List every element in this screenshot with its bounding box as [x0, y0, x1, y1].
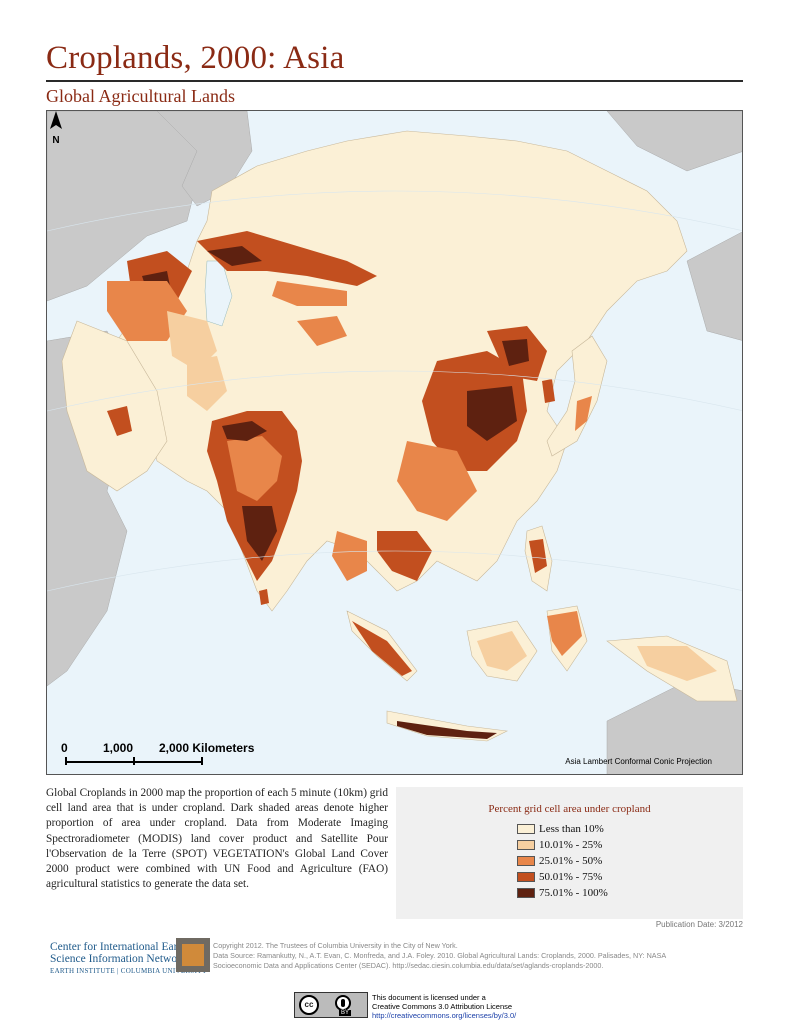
ciesin-logo[interactable]: Center for International Earth Science I…: [50, 941, 208, 975]
scale-label-2000: 2,000 Kilometers: [159, 741, 255, 755]
title-divider: [46, 80, 743, 82]
credit-line: Data Source: Ramankutty, N., A.T. Evan, …: [213, 951, 667, 960]
map-description: Global Croplands in 2000 map the proport…: [46, 787, 388, 891]
projection-label: Asia Lambert Conformal Conic Projection: [565, 757, 712, 766]
map-canvas: [47, 111, 742, 774]
legend-swatch: [517, 840, 535, 850]
land-outside-alaska: [686, 231, 742, 341]
legend-label: 50.01% - 75%: [539, 871, 603, 883]
license-line: This document is licensed under a: [372, 993, 486, 1002]
legend-label: 75.01% - 100%: [539, 887, 608, 899]
by-label: BY: [339, 1010, 352, 1016]
map-subtitle: Global Agricultural Lands: [46, 86, 235, 106]
scale-tick: [133, 757, 135, 765]
legend: Percent grid cell area under cropland Le…: [396, 787, 743, 919]
legend-swatch: [517, 824, 535, 834]
cc-icon: cc: [299, 995, 319, 1015]
scale-label-1000: 1,000: [103, 741, 134, 755]
map-title: Croplands, 2000: Asia: [46, 40, 345, 76]
north-arrow-icon: N: [50, 111, 62, 145]
org-name-line2: Science Information Network: [50, 953, 187, 965]
org-name-line1: Center for International Earth: [50, 941, 187, 953]
legend-swatch: [517, 856, 535, 866]
license-link[interactable]: http://creativecommons.org/licenses/by/3…: [372, 1011, 517, 1020]
credit-line: Socioeconomic Data and Applications Cent…: [213, 961, 604, 970]
map-frame[interactable]: 0 1,000 2,000 Kilometers Asia Lambert Co…: [46, 110, 743, 775]
legend-title: Percent grid cell area under cropland: [488, 803, 651, 815]
scale-bar: 0 1,000 2,000 Kilometers: [61, 741, 321, 771]
legend-label: 25.01% - 50%: [539, 855, 603, 867]
cropland-patches: [107, 231, 717, 739]
land-outside-australia: [606, 680, 742, 774]
credits: Copyright 2012. The Trustees of Columbia…: [213, 941, 666, 971]
sedac-logo-icon: [176, 938, 210, 972]
legend-label: Less than 10%: [539, 823, 604, 835]
scale-label-0: 0: [61, 741, 68, 755]
legend-label: 10.01% - 25%: [539, 839, 603, 851]
attribution-icon: [335, 995, 351, 1011]
scale-tick: [201, 757, 203, 765]
legend-swatch: [517, 888, 535, 898]
land-outside-greenland: [606, 111, 742, 172]
license-text: This document is licensed under a Creati…: [372, 993, 516, 1020]
cc-license-badge[interactable]: cc BY: [294, 992, 368, 1018]
north-label: N: [52, 135, 59, 145]
scale-tick: [65, 757, 67, 765]
license-line: Creative Commons 3.0 Attribution License: [372, 1002, 513, 1011]
sri-lanka: [259, 589, 269, 605]
credit-line: Copyright 2012. The Trustees of Columbia…: [213, 941, 458, 950]
indonesia-islands: [346, 605, 738, 742]
publication-date: Publication Date: 3/2012: [655, 920, 743, 929]
arabian-peninsula: [61, 320, 168, 492]
org-affiliation: EARTH INSTITUTE | COLUMBIA UNIVERSITY: [50, 967, 208, 975]
japan-islands: [546, 335, 608, 457]
graticule: [47, 190, 742, 592]
legend-swatch: [517, 872, 535, 882]
